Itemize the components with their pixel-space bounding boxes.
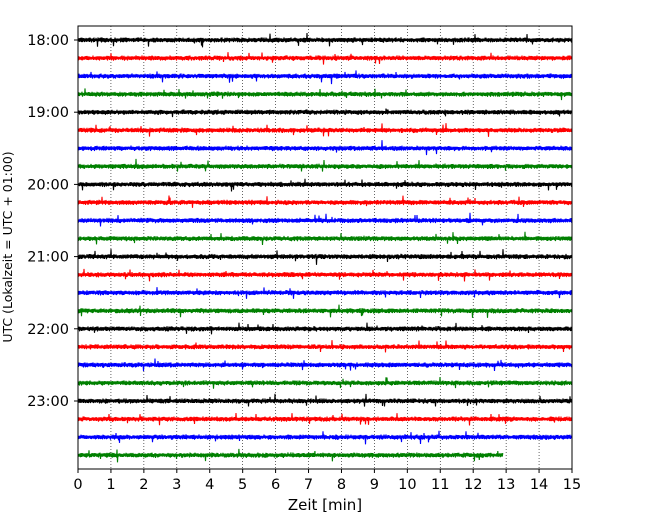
x-tick-label-0: 0 <box>73 477 82 493</box>
plot-frame <box>77 25 573 470</box>
x-tick-label-10: 10 <box>398 477 416 493</box>
trace-2045 <box>77 231 573 246</box>
trace-1930 <box>77 140 573 156</box>
x-tick-label-3: 3 <box>172 477 181 493</box>
y-tick-label-2300: 23:00 <box>27 394 69 410</box>
trace-2230 <box>77 358 573 372</box>
trace-2000 <box>77 178 573 192</box>
trace-1945 <box>77 158 573 172</box>
x-tick-label-14: 14 <box>530 477 548 493</box>
trace-1900 <box>77 108 573 118</box>
trace-2200 <box>77 322 573 335</box>
x-tick-label-9: 9 <box>370 477 379 493</box>
x-tick-label-8: 8 <box>337 477 346 493</box>
trace-2315 <box>77 412 573 426</box>
x-tick-label-5: 5 <box>238 477 247 493</box>
trace-2330 <box>77 430 573 445</box>
x-tick-label-11: 11 <box>431 477 449 493</box>
y-tick-label-2000: 20:00 <box>27 177 69 193</box>
y-axis-ticks: 18:00 19:00 20:00 21:00 22:00 23:00 <box>27 33 78 410</box>
trace-2145 <box>77 304 573 318</box>
x-tick-label-7: 7 <box>304 477 313 493</box>
x-tick-label-6: 6 <box>271 477 280 493</box>
trace-2030 <box>77 212 573 227</box>
y-tick-label-1800: 18:00 <box>27 33 69 49</box>
y-tick-label-1900: 19:00 <box>27 105 69 121</box>
trace-1830 <box>77 70 573 85</box>
x-tick-label-12: 12 <box>464 477 482 493</box>
trace-2215 <box>77 340 573 353</box>
trace-1815 <box>77 52 573 65</box>
trace-1845 <box>77 88 573 101</box>
y-tick-label-2200: 22:00 <box>27 322 69 338</box>
trace-2345 <box>77 448 504 463</box>
trace-2300 <box>77 393 573 407</box>
x-axis-label: Zeit [min] <box>288 496 362 514</box>
x-tick-label-15: 15 <box>563 477 581 493</box>
trace-2015 <box>77 195 573 208</box>
trace-2245 <box>77 377 573 389</box>
trace-1915 <box>77 123 573 137</box>
x-tick-label-13: 13 <box>497 477 515 493</box>
seismic-traces <box>77 32 573 463</box>
trace-1800 <box>77 32 573 48</box>
y-axis-label: UTC (Lokalzeit = UTC + 01:00) <box>0 151 15 342</box>
x-tick-label-2: 2 <box>139 477 148 493</box>
trace-2130 <box>77 287 573 299</box>
trace-2115 <box>77 268 573 282</box>
x-tick-label-4: 4 <box>205 477 214 493</box>
x-axis-ticks: 0 1 2 3 4 5 6 7 8 9 10 11 12 13 14 15 <box>73 469 581 493</box>
trace-2100 <box>77 249 573 265</box>
x-tick-label-1: 1 <box>106 477 115 493</box>
y-tick-label-2100: 21:00 <box>27 250 69 266</box>
